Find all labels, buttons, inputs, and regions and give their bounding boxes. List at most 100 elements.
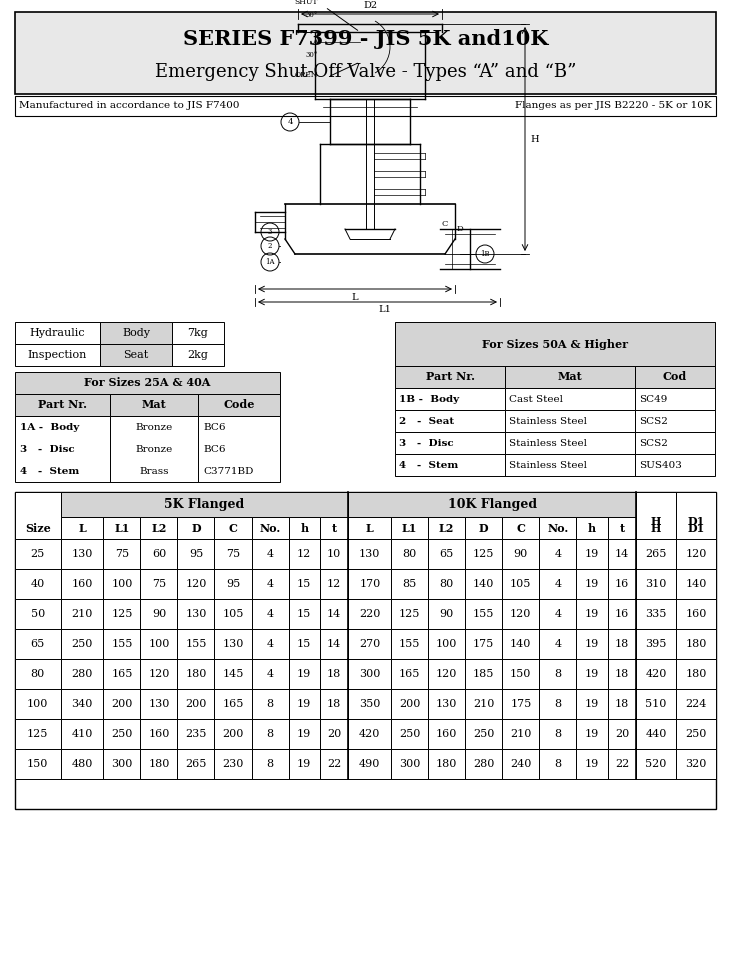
Text: 510: 510 bbox=[645, 699, 667, 709]
Text: 120: 120 bbox=[148, 669, 170, 679]
Bar bbox=[465, 599, 502, 629]
Bar bbox=[103, 517, 140, 539]
Text: 18: 18 bbox=[327, 669, 341, 679]
Bar bbox=[676, 569, 716, 599]
Text: BC6: BC6 bbox=[203, 423, 225, 431]
Text: 335: 335 bbox=[645, 609, 667, 619]
Text: L: L bbox=[352, 292, 358, 302]
Text: 80: 80 bbox=[403, 549, 417, 559]
Text: 60: 60 bbox=[152, 549, 166, 559]
Text: 480: 480 bbox=[72, 759, 93, 769]
Text: h: h bbox=[588, 522, 596, 534]
Bar bbox=[15, 344, 100, 366]
Bar bbox=[395, 366, 505, 388]
Text: 65: 65 bbox=[439, 549, 454, 559]
Bar bbox=[391, 517, 428, 539]
Text: 130: 130 bbox=[359, 549, 380, 559]
Text: 95: 95 bbox=[189, 549, 203, 559]
Text: 265: 265 bbox=[185, 759, 207, 769]
Bar bbox=[251, 629, 289, 659]
Bar bbox=[607, 517, 636, 539]
Text: 4: 4 bbox=[554, 549, 561, 559]
Bar bbox=[140, 629, 178, 659]
Text: 160: 160 bbox=[72, 579, 93, 589]
Text: L2: L2 bbox=[439, 522, 455, 534]
Bar bbox=[214, 719, 251, 749]
Bar bbox=[103, 569, 140, 599]
Bar bbox=[607, 719, 636, 749]
Bar bbox=[103, 629, 140, 659]
Text: 4   -  Stem: 4 - Stem bbox=[399, 461, 458, 469]
Text: Code: Code bbox=[223, 399, 254, 410]
Text: 420: 420 bbox=[645, 669, 667, 679]
Bar bbox=[61, 539, 103, 569]
Text: 7kg: 7kg bbox=[188, 328, 208, 338]
Bar bbox=[214, 629, 251, 659]
Bar bbox=[505, 366, 635, 388]
Text: Hydraulic: Hydraulic bbox=[30, 328, 86, 338]
Text: 130: 130 bbox=[72, 549, 93, 559]
Bar bbox=[676, 689, 716, 719]
Text: 100: 100 bbox=[27, 699, 48, 709]
Text: 22: 22 bbox=[327, 759, 341, 769]
Text: 150: 150 bbox=[510, 669, 531, 679]
Text: 180: 180 bbox=[686, 639, 707, 649]
Text: 2   -  Seat: 2 - Seat bbox=[399, 417, 454, 426]
Text: 8: 8 bbox=[267, 759, 273, 769]
Text: 250: 250 bbox=[399, 729, 420, 739]
Bar bbox=[15, 372, 280, 394]
Bar bbox=[428, 749, 465, 779]
Bar bbox=[576, 719, 607, 749]
Text: 250: 250 bbox=[111, 729, 132, 739]
Bar bbox=[465, 517, 502, 539]
Text: 8: 8 bbox=[554, 699, 561, 709]
Text: 520: 520 bbox=[645, 759, 667, 769]
Bar bbox=[251, 749, 289, 779]
Bar bbox=[103, 689, 140, 719]
Text: 4: 4 bbox=[267, 669, 273, 679]
Text: 224: 224 bbox=[686, 699, 707, 709]
Bar bbox=[636, 492, 676, 539]
Bar bbox=[636, 629, 676, 659]
Bar bbox=[15, 322, 100, 344]
Bar bbox=[349, 689, 391, 719]
Bar bbox=[61, 659, 103, 689]
Bar bbox=[502, 517, 539, 539]
Bar bbox=[349, 517, 391, 539]
Bar bbox=[676, 599, 716, 629]
Text: 155: 155 bbox=[473, 609, 494, 619]
Text: 8: 8 bbox=[267, 699, 273, 709]
Bar bbox=[15, 539, 61, 569]
Text: 140: 140 bbox=[686, 579, 707, 589]
Text: 3   -  Disc: 3 - Disc bbox=[399, 438, 454, 447]
Text: 4: 4 bbox=[267, 579, 273, 589]
Text: 280: 280 bbox=[72, 669, 93, 679]
Bar bbox=[576, 517, 607, 539]
Bar bbox=[428, 689, 465, 719]
Text: 160: 160 bbox=[148, 729, 170, 739]
Bar bbox=[251, 569, 289, 599]
Text: 180: 180 bbox=[185, 669, 207, 679]
Bar bbox=[15, 689, 61, 719]
Text: Stainless Steel: Stainless Steel bbox=[509, 438, 587, 447]
Text: 180: 180 bbox=[148, 759, 170, 769]
Bar bbox=[289, 749, 320, 779]
Text: 19: 19 bbox=[585, 729, 599, 739]
Bar bbox=[676, 492, 716, 539]
Text: D1: D1 bbox=[687, 522, 705, 534]
Text: 40: 40 bbox=[31, 579, 45, 589]
Bar bbox=[502, 659, 539, 689]
Bar bbox=[428, 629, 465, 659]
Bar bbox=[349, 659, 391, 689]
Bar bbox=[607, 539, 636, 569]
Text: 50: 50 bbox=[31, 609, 45, 619]
Bar bbox=[214, 517, 251, 539]
Bar bbox=[214, 539, 251, 569]
Bar bbox=[502, 629, 539, 659]
Bar bbox=[289, 659, 320, 689]
Bar bbox=[251, 659, 289, 689]
Bar bbox=[198, 416, 280, 482]
Text: 3   -  Disc: 3 - Disc bbox=[20, 444, 75, 454]
Text: 300: 300 bbox=[359, 669, 380, 679]
Text: Body: Body bbox=[122, 328, 150, 338]
